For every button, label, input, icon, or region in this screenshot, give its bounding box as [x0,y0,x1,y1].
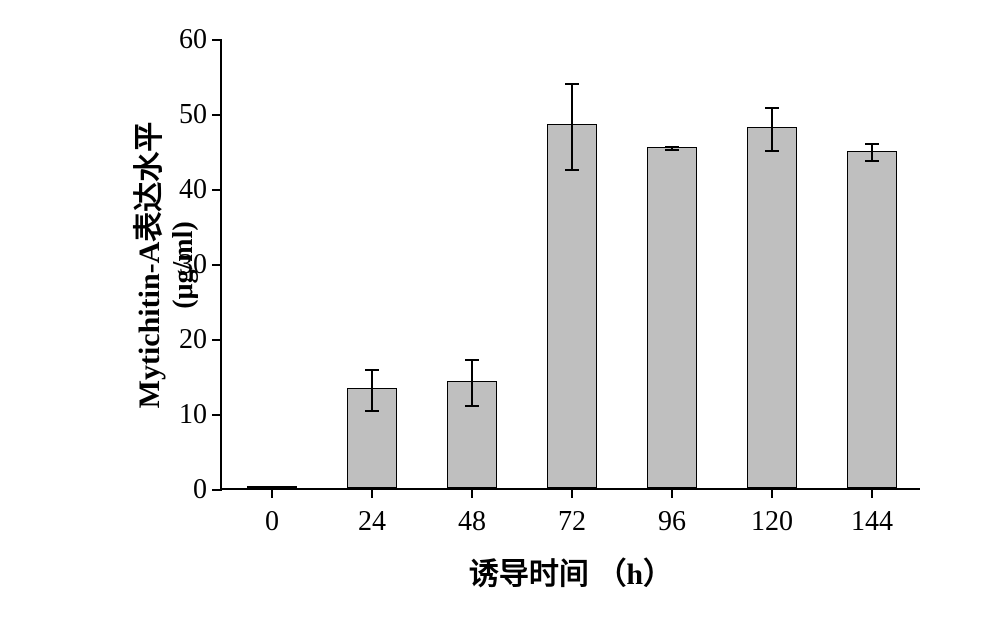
x-tick-label: 144 [822,506,922,538]
error-bar-cap [365,369,379,371]
x-tick [771,488,774,498]
bar [647,147,697,488]
error-bar-cap [865,143,879,145]
y-tick-label: 60 [147,26,207,54]
x-tick-label: 0 [222,506,322,538]
x-tick [471,488,474,498]
error-bar-cap [765,150,779,152]
x-tick-label: 24 [322,506,422,538]
y-tick [212,189,222,192]
plot-area: Mytichitin-A表达水平 (μg/ml) 诱导时间 （h） 010203… [220,40,920,490]
error-bar-line [471,360,473,407]
error-bar-line [771,108,773,152]
error-bar-line [871,144,873,161]
x-tick-label: 96 [622,506,722,538]
y-tick-label: 30 [147,251,207,279]
x-tick [271,488,274,498]
x-axis-title: 诱导时间 （h） [469,549,673,593]
y-tick-label: 10 [147,401,207,429]
bar [847,151,897,489]
error-bar-cap [665,146,679,148]
x-tick-label: 120 [722,506,822,538]
x-tick [671,488,674,498]
error-bar-cap [565,169,579,171]
error-bar-line [371,370,373,411]
bar [547,124,597,488]
y-tick-label: 0 [147,476,207,504]
y-tick [212,339,222,342]
bar [247,486,297,488]
error-bar-cap [865,160,879,162]
y-tick [212,39,222,42]
y-tick-label: 40 [147,176,207,204]
y-tick [212,264,222,267]
x-tick-label: 72 [522,506,622,538]
y-tick [212,489,222,492]
y-tick [212,114,222,117]
y-tick [212,414,222,417]
x-tick [571,488,574,498]
error-bar-cap [565,83,579,85]
error-bar-cap [365,410,379,412]
chart-container: Mytichitin-A表达水平 (μg/ml) 诱导时间 （h） 010203… [130,30,950,590]
x-tick-label: 48 [422,506,522,538]
error-bar-cap [465,405,479,407]
bar [747,127,797,488]
error-bar-cap [465,359,479,361]
x-tick [871,488,874,498]
error-bar-cap [765,107,779,109]
y-tick-label: 50 [147,101,207,129]
x-tick [371,488,374,498]
error-bar-cap [665,149,679,151]
error-bar-line [571,84,573,170]
y-tick-label: 20 [147,326,207,354]
